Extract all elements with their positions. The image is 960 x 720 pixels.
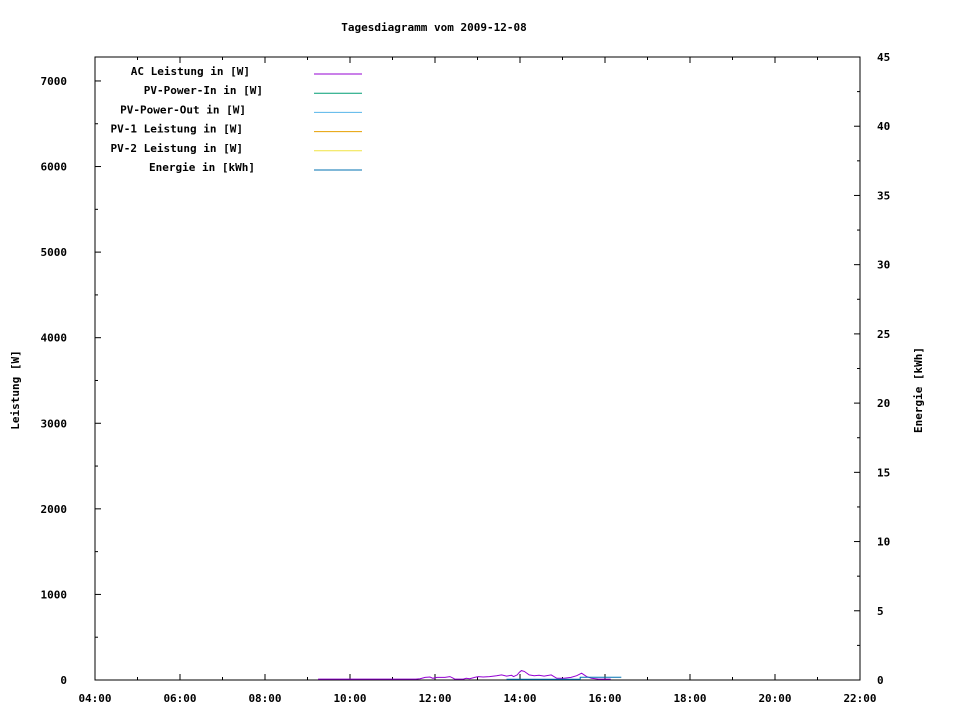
x-tick-label: 08:00 [248,692,281,705]
y-tick-label: 2000 [41,503,68,516]
y2-tick-label: 40 [877,120,890,133]
y2-tick-label: 15 [877,466,890,479]
x-tick-label: 18:00 [673,692,706,705]
legend-label: AC Leistung in [W] [131,65,250,78]
y2-tick-label: 20 [877,397,890,410]
y2-tick-label: 25 [877,328,890,341]
y-tick-label: 4000 [41,332,68,345]
x-tick-label: 10:00 [333,692,366,705]
y2-tick-label: 5 [877,605,884,618]
x-tick-label: 12:00 [418,692,451,705]
legend-label: Energie in [kWh] [149,161,255,174]
y-tick-label: 6000 [41,161,68,174]
y-axis-label: Leistung [W] [9,350,22,429]
x-tick-label: 16:00 [588,692,621,705]
legend-label: PV-Power-Out in [W] [120,103,246,116]
y2-tick-label: 10 [877,536,890,549]
y-tick-label: 3000 [41,417,68,430]
legend-label: PV-Power-In in [W] [144,84,263,97]
y-tick-label: 5000 [41,246,68,259]
y2-tick-label: 30 [877,259,890,272]
y2-tick-label: 0 [877,674,884,687]
x-tick-label: 20:00 [758,692,791,705]
y2-tick-label: 45 [877,51,890,64]
y-tick-label: 1000 [41,588,68,601]
series-line [318,670,611,680]
series-line [506,676,622,680]
x-tick-label: 06:00 [163,692,196,705]
x-tick-label: 22:00 [843,692,876,705]
y2-tick-label: 35 [877,189,890,202]
x-tick-label: 04:00 [78,692,111,705]
x-tick-label: 14:00 [503,692,536,705]
chart-title: Tagesdiagramm vom 2009-12-08 [341,21,526,34]
legend-label: PV-2 Leistung in [W] [111,142,243,155]
legend-label: PV-1 Leistung in [W] [111,123,243,136]
y-tick-label: 0 [60,674,67,687]
y-tick-label: 7000 [41,75,68,88]
y2-axis-label: Energie [kWh] [912,347,925,433]
